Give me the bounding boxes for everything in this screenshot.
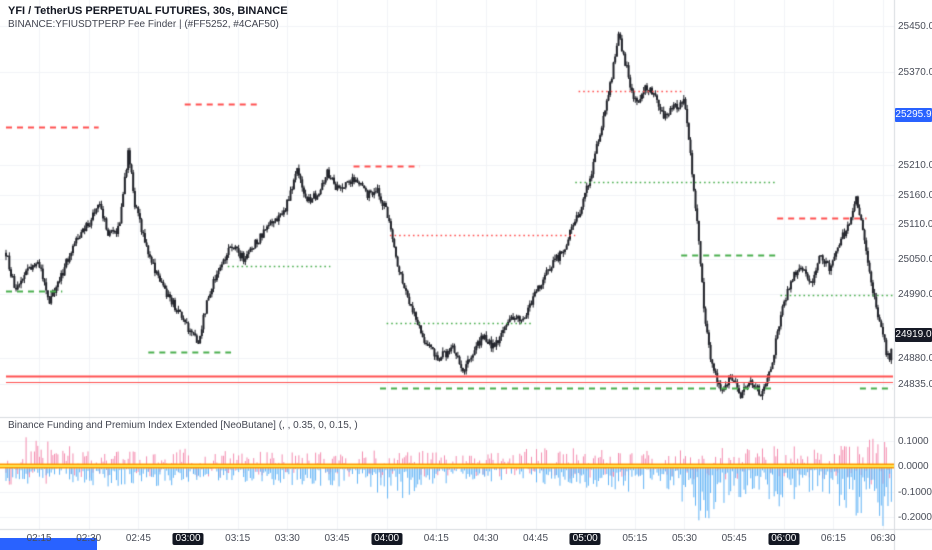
time-axis-label: 03:30	[274, 533, 300, 544]
price-axis-label: 25160.0	[898, 189, 932, 201]
price-axis-label: 25450.0	[898, 20, 932, 32]
price-axis-label: 25210.0	[898, 160, 932, 172]
time-axis-label: 03:45	[324, 533, 350, 544]
time-axis[interactable]: 02:15 02:30 02:45 03:00 03:15 03:30 03:45 04:00…	[0, 531, 932, 550]
time-axis-label: 05:30	[671, 533, 697, 544]
funding-axis-label: 0.1000	[898, 435, 929, 447]
time-axis-label: 06:15	[820, 533, 846, 544]
time-axis-label: 05:15	[622, 533, 648, 544]
funding-axis-label: -0.1000	[898, 486, 932, 498]
time-axis-label: 02:30	[76, 533, 102, 544]
time-axis-label: 06:30	[870, 533, 896, 544]
time-axis-hour-label: 05:00	[569, 533, 601, 545]
price-axis-label: 25110.0	[898, 218, 932, 230]
funding-axis-label: -0.2000	[898, 512, 932, 523]
funding-axis-label: 0.0000	[898, 461, 929, 472]
indicator-legend-fee-finder[interactable]: BINANCE:YFIUSDTPERP Fee Finder | (#FF525…	[8, 19, 279, 30]
chart-legend: YFI / TetherUS PERPETUAL FUTURES, 30s, B…	[8, 4, 288, 31]
time-axis-label: 04:45	[523, 533, 549, 544]
bottom-left-highlight[interactable]	[0, 538, 97, 550]
price-axis-label: 24880.0	[898, 352, 932, 364]
time-axis-label: 04:15	[423, 533, 449, 544]
time-axis-label: 03:15	[225, 533, 251, 544]
price-level-badge-blue: 25295.9	[895, 108, 932, 123]
price-axis-label: 25050.0	[898, 253, 932, 265]
time-axis-label: 02:15	[26, 533, 52, 544]
symbol-title[interactable]: YFI / TetherUS PERPETUAL FUTURES, 30s, B…	[8, 5, 288, 17]
funding-value-axis[interactable]: 0.1000 0.0000 -0.1000 -0.2000	[895, 0, 932, 530]
price-axis-label: 24990.0	[898, 288, 932, 300]
time-axis-label: 05:45	[721, 533, 747, 544]
price-axis-label: 24835.0	[898, 378, 932, 390]
indicator-legend-funding[interactable]: Binance Funding and Premium Index Extend…	[8, 420, 358, 431]
price-axis[interactable]: 25450.0 25370.0 25210.0 25160.0 25110.0 25050…	[895, 0, 932, 530]
price-axis-label: 25370.0	[898, 67, 932, 79]
time-axis-label: 02:45	[125, 533, 151, 544]
time-axis-hour-label: 06:00	[768, 533, 800, 545]
time-axis-hour-label: 04:00	[371, 533, 403, 545]
time-axis-label: 04:30	[473, 533, 499, 544]
last-price-badge: 24919.0	[895, 327, 932, 342]
time-axis-hour-label: 03:00	[172, 533, 204, 545]
